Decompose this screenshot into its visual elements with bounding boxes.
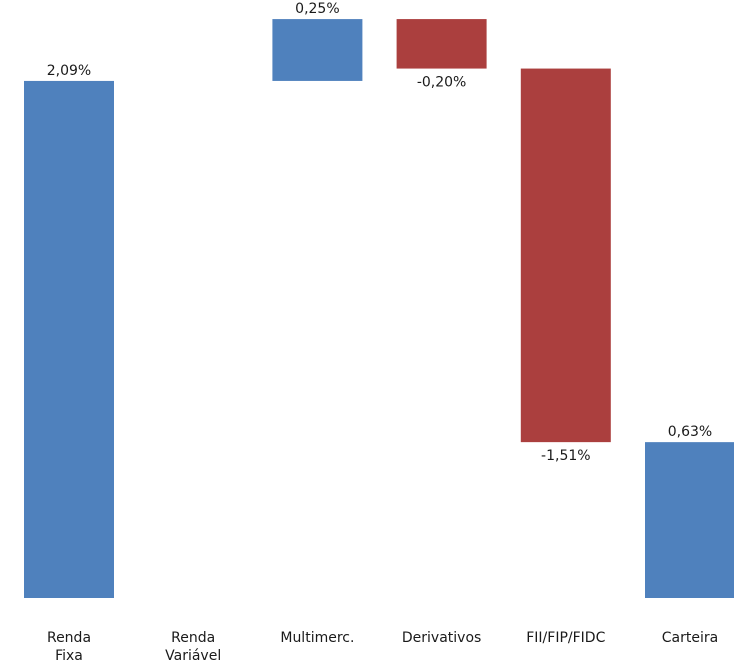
bar-fiifipfidc [520,68,611,443]
category-label-line: Derivativos [402,630,481,646]
category-label-line: Variável [165,648,221,664]
category-label-line: Renda [171,630,215,646]
category-label: FII/FIP/FIDC [526,630,605,646]
bars-group [24,19,734,598]
category-labels-group: Renda Fixa Renda Variável Multimerc. Derivati… [47,630,718,664]
category-label-line: Multimerc. [280,630,354,646]
bar-multimerc [272,19,363,81]
category-label: Multimerc. [280,630,354,646]
category-label-line: Renda [47,630,91,646]
bar-derivativos [396,19,487,69]
value-label: -1,51% [541,448,591,464]
value-label: 0,63% [668,424,712,440]
category-label: Carteira [662,630,718,646]
category-label: Renda Variável [165,630,221,664]
category-label-line: Fixa [55,648,83,664]
value-label: -0,20% [417,75,467,91]
category-label: Derivativos [402,630,481,646]
category-label: Renda Fixa [47,630,91,664]
value-label: 0,25% [295,1,339,17]
category-label-line: FII/FIP/FIDC [526,630,605,646]
value-labels-group: 2,09% 0,25% -0,20% -1,51% 0,63% [47,1,712,464]
category-label-line: Carteira [662,630,718,646]
bar-carteira [645,442,734,598]
value-label: 2,09% [47,63,91,79]
bar-renda-fixa [24,80,114,598]
